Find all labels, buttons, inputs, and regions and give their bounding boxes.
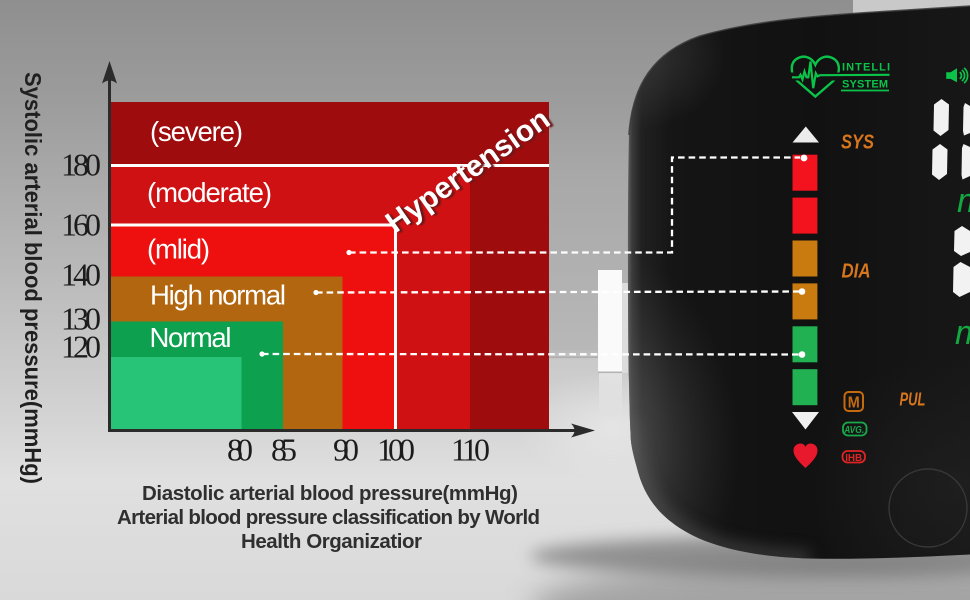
svg-text:AVG.: AVG.: [843, 425, 864, 436]
svg-text:PUL: PUL: [900, 389, 926, 410]
svg-text:180: 180: [61, 147, 101, 183]
svg-text:M: M: [848, 395, 860, 412]
svg-text:90: 90: [333, 432, 359, 468]
svg-text:160: 160: [61, 207, 101, 243]
svg-text:SYS: SYS: [841, 131, 874, 154]
svg-text:85: 85: [271, 432, 297, 468]
svg-text:140: 140: [61, 257, 101, 293]
svg-text:Health Organizatior: Health Organizatior: [241, 530, 422, 553]
svg-text:DIA: DIA: [842, 260, 871, 283]
svg-text:m: m: [955, 314, 970, 352]
svg-text:INTELLI: INTELLI: [842, 62, 890, 74]
svg-text:High normal: High normal: [150, 280, 286, 311]
svg-text:80: 80: [227, 432, 253, 468]
svg-text:(moderate): (moderate): [147, 177, 272, 208]
svg-text:SYSTEM: SYSTEM: [842, 79, 888, 91]
svg-text:130: 130: [61, 301, 101, 337]
svg-text:m: m: [957, 182, 970, 220]
svg-text:Systolic arterial blood pressu: Systolic arterial blood pressure(mmHg): [20, 72, 46, 484]
svg-text:100: 100: [377, 432, 415, 468]
svg-text:Diastolic arterial blood press: Diastolic arterial blood pressure(mmHg): [142, 482, 518, 505]
svg-text:(severe): (severe): [150, 116, 243, 147]
svg-text:Arterial blood pressure classi: Arterial blood pressure classification b…: [117, 506, 540, 529]
svg-text:(mlid): (mlid): [147, 234, 210, 265]
svg-text:110: 110: [451, 432, 490, 468]
svg-text:IHB: IHB: [845, 453, 862, 464]
svg-text:120: 120: [61, 329, 101, 365]
svg-text:Normal: Normal: [150, 322, 232, 353]
